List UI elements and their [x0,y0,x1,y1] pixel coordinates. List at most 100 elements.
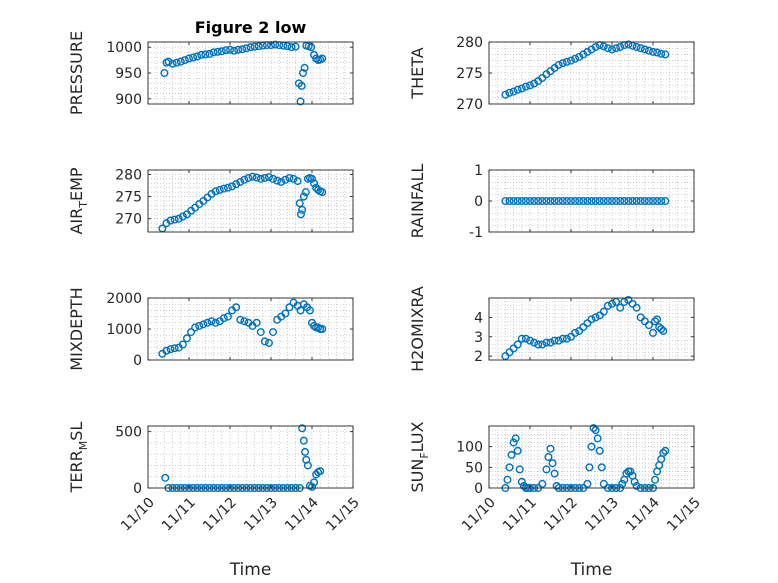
data-point [240,175,249,184]
data-point [316,467,325,476]
data-point [515,465,524,474]
data-point [583,196,592,205]
data-point [219,314,228,323]
data-point [176,57,185,66]
data-point [597,463,606,472]
y-tick-label: 0 [474,194,483,210]
data-point [166,345,175,354]
data-point [201,50,210,59]
data-point [591,196,600,205]
data-point [546,338,555,347]
data-point [562,334,571,343]
data-point [585,463,594,472]
data-point [554,60,563,69]
data-point [628,196,637,205]
data-point [505,88,514,97]
data-point [558,59,567,68]
data-point [184,54,193,63]
data-point [632,303,641,312]
data-point [583,47,592,56]
data-point [513,446,522,455]
x-tick-label: 11/10 [459,495,499,535]
data-point [626,467,635,476]
data-point [242,44,251,53]
data-point [254,42,263,51]
data-point [579,50,588,59]
x-tick-label: 11/12 [200,495,240,535]
data-point [162,346,171,355]
data-point [223,312,232,321]
data-point [199,320,208,329]
data-point [225,45,234,54]
data-point [587,45,596,54]
data-point [644,321,653,330]
data-point [608,45,617,54]
data-point [526,81,535,90]
data-point [530,196,539,205]
data-point [544,453,553,462]
data-point [191,323,200,332]
data-point [310,321,319,330]
y-tick-label: 275 [115,190,142,206]
data-point [291,42,300,51]
data-point [591,426,600,435]
data-point [636,313,645,322]
data-point [264,173,273,182]
data-point [548,459,557,468]
data-point [653,48,662,57]
data-point [579,323,588,332]
y-tick-label: 4 [474,310,483,326]
data-point [310,179,319,188]
x-tick-label: 11/14 [282,495,322,535]
data-point [172,58,181,67]
x-tick-label: 11/11 [500,495,540,535]
data-point [587,315,596,324]
data-point [252,173,261,182]
data-point [252,318,261,327]
y-tick-label: -1 [469,225,483,241]
data-point [624,196,633,205]
data-point [620,196,629,205]
data-point [509,196,518,205]
data-point [612,297,621,306]
y-tick-label: 2000 [106,291,142,307]
data-point [296,306,305,315]
data-point [558,196,567,205]
data-point [593,434,602,443]
data-point [228,182,237,191]
y-axis-label: THETA [408,47,427,99]
data-point [571,54,580,63]
data-point [649,328,658,337]
data-point [197,50,206,59]
y-tick-label: 0 [474,481,483,497]
y-tick-label: 270 [115,212,142,228]
data-point [595,196,604,205]
data-point [517,334,526,343]
y-tick-label: 3 [474,330,483,346]
data-point [628,299,637,308]
data-point [168,59,177,68]
data-point [505,463,514,472]
data-point [178,212,187,221]
data-point [240,317,249,326]
data-point [526,196,535,205]
data-point [170,215,179,224]
x-axis-label: Time [570,560,613,580]
data-point [187,328,196,337]
x-tick-label: 11/13 [241,495,281,535]
data-point [651,475,660,484]
data-point [534,196,543,205]
data-point [554,336,563,345]
data-point [299,192,308,201]
data-point [281,309,290,318]
data-point [250,42,259,51]
data-point [166,216,175,225]
data-point [595,446,604,455]
y-tick-label: 1 [474,163,483,179]
data-point [517,196,526,205]
data-point [299,436,308,445]
data-point [546,196,555,205]
data-point [530,79,539,88]
data-point [269,174,278,183]
